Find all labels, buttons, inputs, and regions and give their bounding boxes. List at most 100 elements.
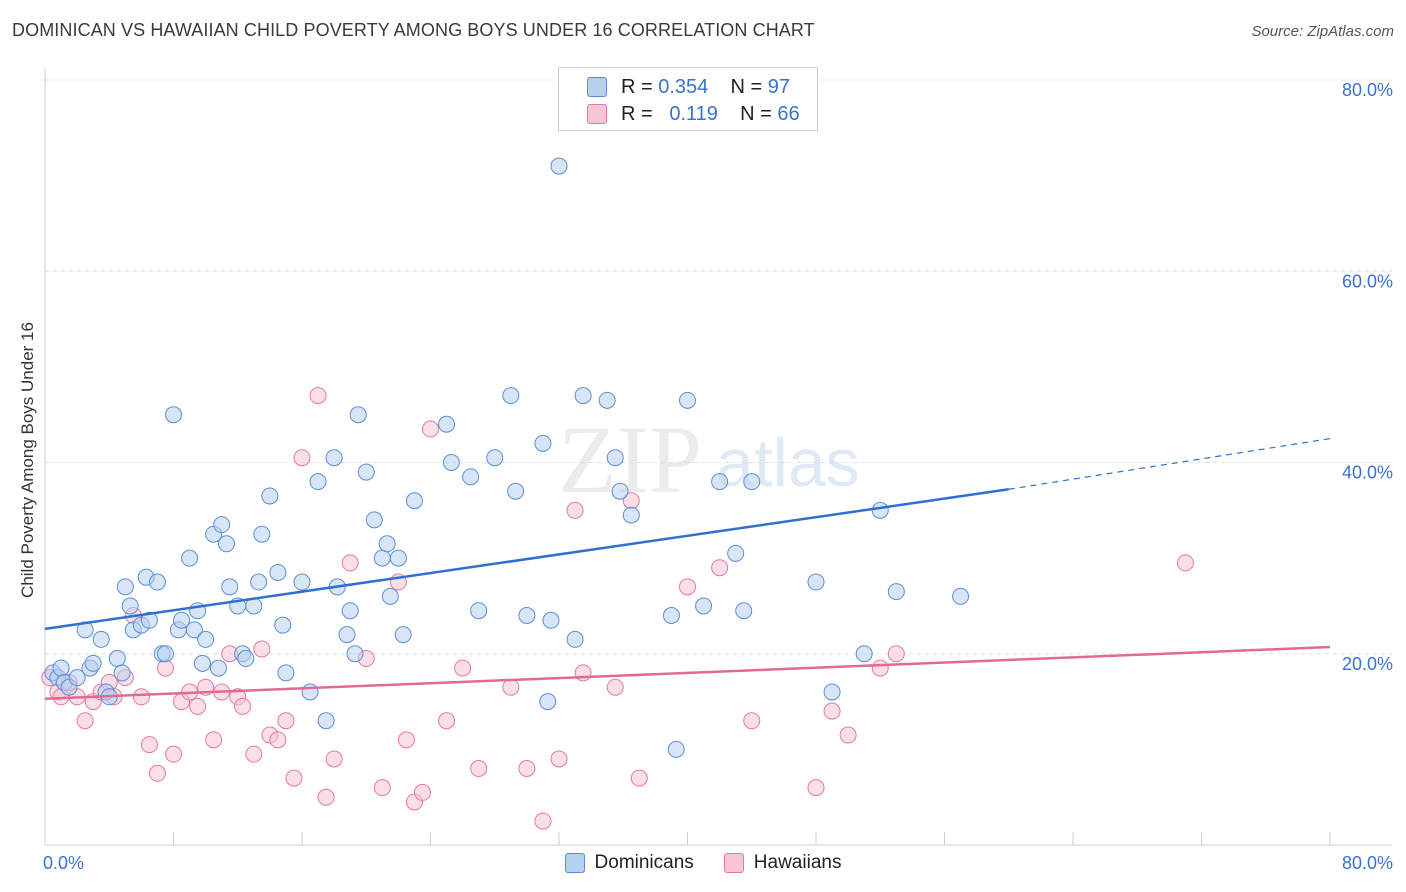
tick-labels: 20.0% 40.0% 60.0% 80.0% 0.0% 80.0%: [43, 80, 1393, 873]
hawaiian-point: [566, 501, 584, 519]
dominican-point: [381, 587, 399, 605]
dominican-point: [952, 587, 970, 605]
dominican-point: [507, 482, 525, 500]
hawaiian-point: [871, 659, 889, 677]
legend-swatch-blue: [564, 853, 585, 873]
y-axis-label: Child Poverty Among Boys Under 16: [18, 322, 37, 598]
dominican-point: [269, 563, 287, 581]
legend-item-hawaiians: Hawaiians: [723, 852, 842, 874]
dominican-point: [293, 573, 311, 591]
hawaiian-point: [205, 731, 223, 749]
hawaiian-point: [743, 712, 761, 730]
hawaiian-point: [140, 736, 158, 754]
trend-lines: [44, 438, 1331, 700]
dominican-point: [823, 683, 841, 701]
hawaiian-point: [325, 750, 343, 768]
hawaiian-point: [148, 764, 166, 782]
dominican-point: [550, 157, 568, 175]
dominican-point: [317, 712, 335, 730]
dominican-point: [539, 693, 557, 711]
hawaiian-point: [269, 731, 287, 749]
hawaiian-point: [413, 783, 431, 801]
hawaiian-point: [245, 745, 263, 763]
dominican-point: [52, 659, 70, 677]
dominican-point: [277, 664, 295, 682]
hawaiian-point: [1176, 554, 1194, 572]
source-label: Source: ZipAtlas.com: [1251, 23, 1394, 40]
hawaiian-point: [397, 731, 415, 749]
hawaiian-point: [679, 578, 696, 596]
dominican-point: [807, 573, 825, 591]
dominican-point: [438, 415, 456, 433]
hawaiian-point: [438, 712, 456, 730]
dominican-point: [261, 487, 279, 505]
legend-row-hawaiians: R = 0.119 N = 66: [587, 101, 800, 127]
chart-title: DOMINICAN VS HAWAIIAN CHILD POVERTY AMON…: [12, 20, 815, 40]
hawaiian-point: [823, 702, 841, 720]
dominican-point: [274, 616, 292, 634]
dominican-point: [185, 621, 203, 639]
x-tick-label: 80.0%: [1342, 853, 1393, 873]
dominican-point: [606, 449, 624, 467]
dominican-point: [237, 650, 255, 668]
dominican-point: [695, 597, 713, 615]
dominican-point: [116, 578, 134, 596]
dominican-point: [518, 607, 536, 624]
n-value: 97: [767, 75, 791, 98]
hawaiian-point: [550, 750, 568, 768]
dominican-point: [113, 664, 131, 682]
hawaiian-point: [630, 769, 648, 787]
dominican-point: [611, 482, 629, 500]
legend-label: Hawaiians: [753, 852, 842, 873]
dominican-point: [394, 626, 412, 644]
hawaiian-point: [309, 387, 327, 405]
dominican-point: [357, 463, 375, 481]
legend-swatch-pink: [723, 853, 744, 873]
series-legend: Dominicans Hawaiians: [0, 852, 1406, 874]
y-tick-label: 20.0%: [1342, 654, 1393, 674]
watermark-atlas: atlas: [716, 425, 860, 501]
dominican-point: [679, 391, 696, 409]
axes: [44, 68, 1392, 846]
x-tick-label: 0.0%: [43, 853, 84, 873]
legend-swatch-blue: [587, 77, 607, 97]
dominican-point: [92, 630, 110, 648]
dominican-trend-extension: [1008, 438, 1331, 490]
dominican-point: [165, 406, 182, 424]
dominican-point: [373, 549, 391, 567]
dominican-point: [855, 645, 873, 663]
dominican-point: [574, 387, 592, 405]
dominican-point: [727, 544, 745, 562]
dominican-point: [871, 501, 889, 519]
dominican-point: [338, 626, 356, 644]
dominican-point: [193, 654, 211, 672]
dominican-point: [173, 611, 191, 629]
dominican-point: [108, 650, 126, 668]
dominican-point: [209, 659, 227, 677]
dominican-point: [534, 434, 552, 452]
dominican-point: [365, 511, 383, 529]
dominican-point: [341, 602, 359, 620]
dominican-point: [598, 391, 616, 409]
dominican-point: [542, 611, 560, 629]
hawaiian-point: [165, 745, 182, 763]
dominican-point: [197, 630, 215, 648]
correlation-legend: R = 0.354 N = 97 R = 0.119 N = 66: [558, 67, 818, 131]
hawaiian-point: [156, 659, 174, 677]
hawaiian-point: [422, 420, 439, 438]
dominican-point: [221, 578, 239, 596]
hawaiian-point: [606, 678, 624, 696]
legend-item-dominicans: Dominicans: [564, 852, 694, 874]
dominican-point: [213, 516, 231, 534]
dominican-point: [156, 645, 174, 663]
dominican-point: [148, 573, 166, 591]
legend-swatch-pink: [587, 104, 607, 124]
r-value: 0.119: [669, 102, 718, 125]
y-tick-label: 80.0%: [1342, 80, 1393, 100]
dominican-point: [349, 406, 367, 424]
dominican-point: [218, 535, 236, 553]
hawaiian-point: [502, 678, 520, 696]
r-value: 0.354: [658, 75, 709, 98]
dominican-point: [84, 654, 102, 672]
